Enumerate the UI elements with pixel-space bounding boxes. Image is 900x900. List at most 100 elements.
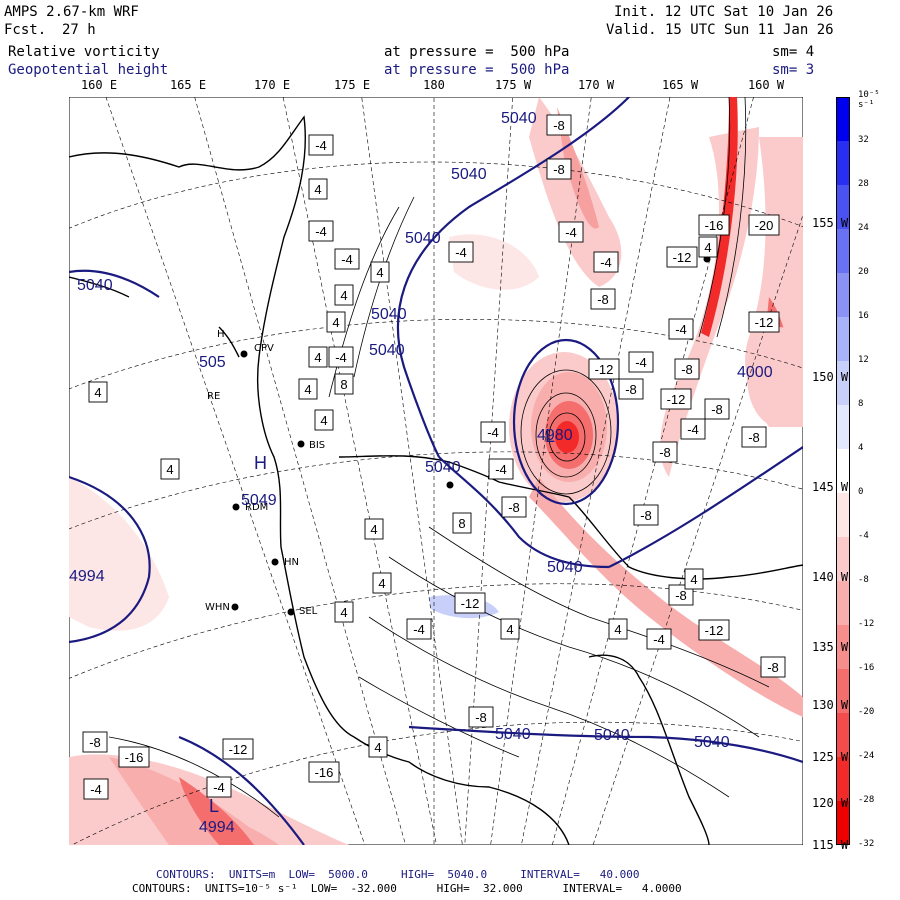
vorticity-value-box: -8: [501, 496, 527, 518]
vorticity-value-box: -8: [82, 731, 108, 753]
vorticity-height-map: CPV BIS RDM HN WHN SEL H RE H L L 5040 5…: [69, 97, 803, 845]
vorticity-value: -8: [625, 382, 637, 397]
vorticity-value: -16: [315, 765, 334, 780]
colorbar-swatch: [836, 185, 850, 230]
low-marker: L: [209, 796, 219, 816]
vorticity-value-box: -4: [206, 776, 232, 798]
colorbar-swatch: [836, 493, 850, 538]
colorbar-swatch: [836, 273, 850, 318]
vorticity-value-box: -8: [618, 378, 644, 400]
station-label: HN: [284, 557, 299, 568]
lon-label: 170 W: [577, 78, 615, 92]
vorticity-value-box: 4: [308, 178, 328, 200]
vorticity-value-box: -16: [118, 746, 150, 768]
vorticity-value: 4: [506, 622, 513, 637]
vorticity-value: 4: [304, 382, 311, 397]
station-label: RDM: [245, 502, 268, 513]
lat-label: 155 W: [812, 216, 849, 230]
colorbar-tick-label: 24: [858, 223, 869, 233]
height-contours: [69, 97, 803, 845]
height-label: 5040: [425, 459, 461, 476]
vorticity-value-box: -4: [308, 220, 334, 242]
vorticity-value: -4: [455, 245, 467, 260]
station-dot: [240, 350, 248, 358]
vorticity-value: -8: [681, 362, 693, 377]
colorbar-tick-label: -24: [858, 751, 875, 761]
pressure-centers: H L L: [209, 426, 555, 816]
vorticity-value-box: -8: [546, 114, 572, 136]
vorticity-value-box: -8: [760, 656, 786, 678]
vorticity-value-box: 4: [684, 568, 704, 590]
height-label: 5040: [547, 559, 583, 576]
vorticity-value-box: 4: [314, 409, 334, 431]
vorticity-value: -12: [229, 742, 248, 757]
vorticity-value: -4: [635, 355, 647, 370]
vorticity-value-box: -4: [646, 628, 672, 650]
map-frame: [69, 97, 803, 845]
colorbar-tick-label: -8: [858, 575, 869, 585]
height-label: 5040: [451, 166, 487, 183]
station-dot: [271, 558, 279, 566]
vorticity-value: -12: [705, 623, 724, 638]
colorbar-swatch: [836, 625, 850, 670]
colorbar-unit: 10⁻⁵ s⁻¹: [858, 90, 880, 110]
station-label: CPV: [254, 343, 274, 354]
vorticity-value: 4: [332, 315, 339, 330]
vorticity-value-box: -12: [666, 246, 698, 268]
colorbar-tick-label: 20: [858, 267, 869, 277]
vorticity-value-box: -8: [468, 706, 494, 728]
vorticity-value: 8: [340, 377, 347, 392]
station-label: H: [217, 329, 225, 340]
vorticity-value-box: -8: [590, 288, 616, 310]
vorticity-value: -8: [675, 588, 687, 603]
colorbar-swatch: [836, 361, 850, 406]
height-label: 4000: [737, 364, 773, 381]
vorticity-value-box: 4: [160, 458, 180, 480]
vorticity-value: -8: [553, 118, 565, 133]
vorticity-colorbar: [836, 97, 850, 845]
station-label: WHN: [205, 602, 230, 613]
colorbar-tick-label: 12: [858, 355, 869, 365]
vorticity-value: -4: [675, 322, 687, 337]
height-label: 4980: [537, 427, 573, 444]
vorticity-value: -4: [335, 350, 347, 365]
vorticity-value: -8: [475, 710, 487, 725]
colorbar-swatch: [836, 801, 850, 845]
vorticity-value-box: -8: [652, 441, 678, 463]
vorticity-value-box: 8: [334, 373, 354, 395]
vorticity-value: 4: [166, 462, 173, 477]
height-label: 5040: [405, 230, 441, 247]
vorticity-value-box: 4: [364, 518, 384, 540]
vorticity-value-box: -4: [308, 134, 334, 156]
station-label: SEL: [299, 606, 318, 617]
vorticity-value: -12: [461, 596, 480, 611]
colorbar-swatch: [836, 669, 850, 714]
forecast-label: Fcst.: [4, 22, 47, 38]
colorbar-swatch: [836, 537, 850, 582]
vorticity-value-box: -12: [748, 311, 780, 333]
vorticity-value-box: -4: [406, 618, 432, 640]
vorticity-value-box: -12: [698, 619, 730, 641]
colorbar-tick-label: 32: [858, 135, 869, 145]
lon-label: 160 E: [80, 78, 118, 92]
vorticity-value-box: -4: [593, 251, 619, 273]
lon-label: 175 W: [494, 78, 532, 92]
lon-label: 165 E: [169, 78, 207, 92]
station-dot: [287, 608, 295, 616]
vorticity-value: 4: [370, 522, 377, 537]
colorbar-swatch: [836, 757, 850, 802]
vorticity-value-box: -4: [480, 421, 506, 443]
vorticity-value: -8: [659, 445, 671, 460]
vorticity-value: -8: [508, 500, 520, 515]
colorbar-swatch: [836, 581, 850, 626]
vorticity-value-box: -12: [588, 358, 620, 380]
height-label: 4994: [69, 568, 105, 585]
vorticity-value: -4: [487, 425, 499, 440]
vorticity-value-box: 4: [334, 601, 354, 623]
vorticity-value-box: -4: [334, 248, 360, 270]
station-dot: [232, 503, 240, 511]
lat-label: 135 W: [812, 640, 849, 654]
station-dot: [297, 440, 305, 448]
lat-label: 150 W: [812, 370, 849, 384]
